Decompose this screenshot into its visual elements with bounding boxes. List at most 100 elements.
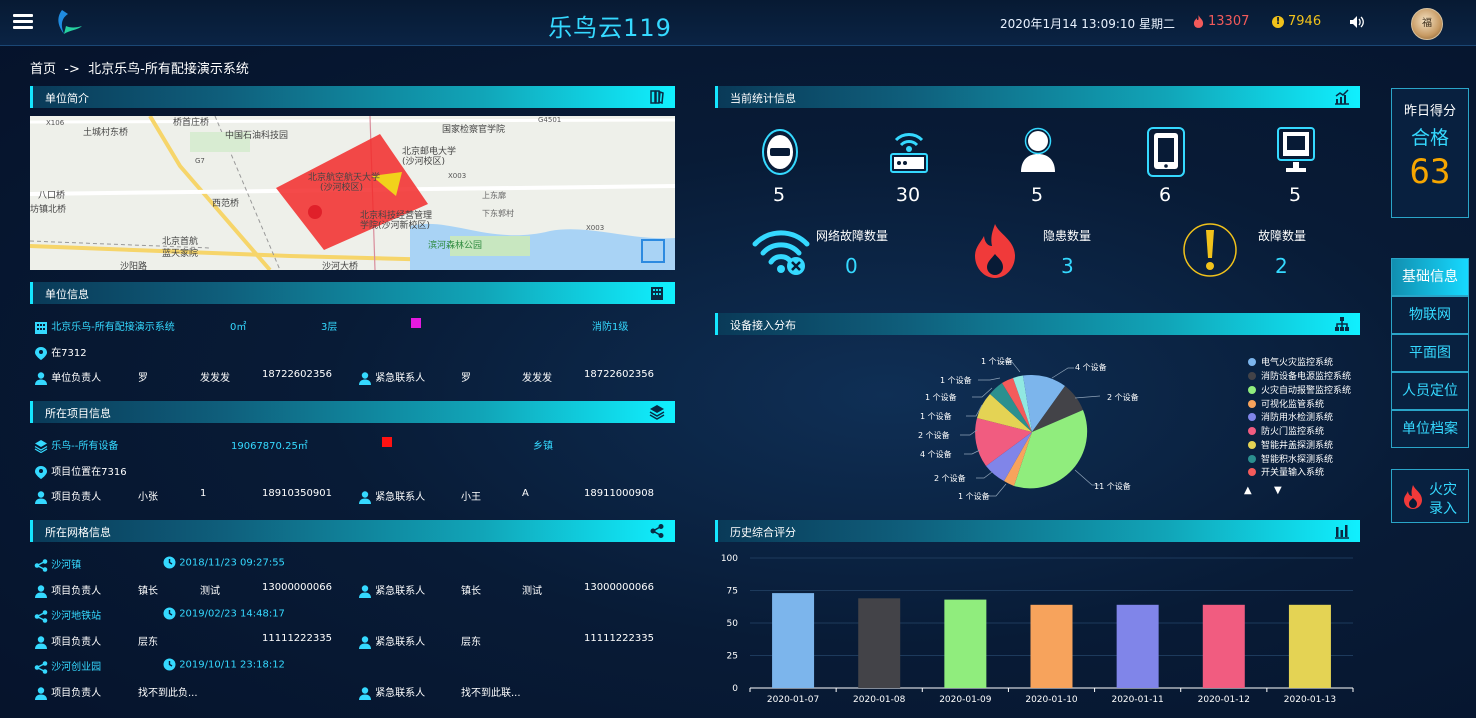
pie-slice-firedoor[interactable] (975, 418, 1032, 466)
legend-item[interactable]: 可视化监管系统 (1248, 397, 1324, 410)
pie-slice-other[interactable] (1013, 375, 1032, 433)
bar[interactable] (944, 599, 987, 688)
wifi-fault-icon[interactable] (752, 222, 810, 280)
pie-slice-visual[interactable] (1004, 432, 1032, 486)
datetime: 2020年1月14 13:09:10 星期二 (1000, 17, 1175, 31)
user-device-icon[interactable] (1018, 126, 1058, 176)
pie-label: 11 个设备 (1094, 482, 1131, 491)
project-name[interactable]: 乐鸟--所有设备 (51, 441, 119, 452)
location-map[interactable]: X106 桥首庄桥 G4501 土城村东桥 中国石油科技园 G7 国家检察官学院… (30, 116, 675, 270)
legend-next-page-icon[interactable]: ▼ (1274, 485, 1282, 496)
legend-item[interactable]: 电气火灾监控系统 (1248, 355, 1333, 368)
fullscreen-icon[interactable] (642, 240, 664, 262)
menu-icon[interactable] (13, 14, 33, 30)
pie-slice-manhole[interactable] (977, 394, 1032, 432)
side-menu-basic-info[interactable]: 基础信息 (1391, 258, 1469, 296)
legend-dot (1248, 385, 1256, 394)
grid-item-name[interactable]: 沙河创业园 (51, 662, 102, 673)
side-menu-iot[interactable]: 物联网 (1391, 296, 1469, 334)
project-address: 项目位置在7316 (51, 467, 127, 478)
legend-prev-page-icon[interactable]: ▲ (1244, 485, 1252, 496)
x-tick-label: 2020-01-09 (939, 695, 992, 705)
stats-title: 当前统计信息 (730, 92, 796, 105)
grid-item-time-row: 2018/11/23 09:27:55 (163, 556, 285, 569)
legend-item[interactable]: 智能井盖探测系统 (1248, 438, 1333, 451)
bar[interactable] (1202, 604, 1245, 688)
building-icon (35, 321, 47, 334)
legend-item[interactable]: 火灾自动报警监控系统 (1248, 383, 1351, 396)
device-pie-chart[interactable] (960, 350, 1120, 500)
project-info-header: 所在项目信息 (30, 401, 675, 423)
legend-label: 消防用水检测系统 (1261, 413, 1334, 423)
clock-icon (163, 658, 176, 671)
pie-slice-switch[interactable] (1002, 378, 1032, 432)
pie-label: 1 个设备 (920, 412, 952, 421)
grid-manager-name: 层东 (138, 637, 158, 648)
device-offline-icon[interactable] (760, 126, 800, 178)
person-icon (35, 635, 47, 649)
map-label: X003 (586, 224, 605, 232)
pie-slice-power[interactable] (1032, 386, 1083, 432)
side-menu-unit-archive[interactable]: 单位档案 (1391, 410, 1469, 448)
unit-area: 0㎡ (230, 322, 247, 333)
side-menu-floor-plan[interactable]: 平面图 (1391, 334, 1469, 372)
clock-icon (163, 607, 176, 620)
person-icon (359, 635, 371, 649)
map-label: 八口桥 (38, 191, 66, 201)
project-contact-title: A (522, 488, 529, 499)
fire-alarm-count[interactable]: 13307 (1193, 14, 1249, 29)
pie-label: 2 个设备 (918, 431, 950, 440)
pie-slice-electric[interactable] (1032, 375, 1065, 432)
unit-color-square (411, 318, 421, 328)
bar[interactable] (1116, 604, 1159, 688)
fault-label: 故障数量 (1258, 229, 1307, 243)
legend-dot (1248, 454, 1256, 463)
bar[interactable] (772, 593, 815, 688)
grid-contact-title: 测试 (522, 586, 542, 597)
volume-icon[interactable] (1349, 15, 1365, 29)
device-count-gateway: 30 (895, 184, 921, 206)
grid-item-name[interactable]: 沙河镇 (51, 560, 82, 571)
gateway-icon[interactable] (888, 126, 930, 176)
pie-slice-alarm[interactable] (1014, 410, 1088, 489)
unit-manager-label: 单位负责人 (51, 373, 102, 384)
history-score-chart[interactable]: 0 25 50 75 100 2020-01-07 2020-01-08 2020-01-09… (715, 548, 1365, 710)
pie-slice-misc[interactable] (1023, 374, 1032, 432)
pie-slice-flood[interactable] (990, 383, 1032, 432)
grid-manager-label: 项目负责人 (51, 586, 102, 597)
net-fault-value[interactable]: 0 (845, 254, 858, 278)
bar[interactable] (1030, 604, 1073, 688)
app-title: 乐鸟云119 (548, 14, 672, 42)
legend-item[interactable]: 智能积水探测系统 (1248, 452, 1333, 465)
fault-value[interactable]: 2 (1275, 254, 1288, 278)
grid-item-name-row: 沙河地铁站 (34, 607, 101, 623)
monitor-device-icon[interactable] (1276, 126, 1316, 176)
fault-warning-icon[interactable] (1182, 222, 1238, 278)
pie-label: 2 个设备 (934, 474, 966, 483)
location-pin-icon (35, 346, 47, 360)
tablet-device-icon[interactable] (1146, 126, 1186, 178)
breadcrumb-home[interactable]: 首页 (30, 62, 57, 77)
legend-item[interactable]: 消防用水检测系统 (1248, 410, 1333, 423)
grid-item-name[interactable]: 沙河地铁站 (51, 611, 102, 622)
unit-name[interactable]: 北京乐鸟-所有配接演示系统 (51, 322, 175, 333)
pie-slice-water[interactable] (986, 432, 1032, 481)
legend-item[interactable]: 防火门监控系统 (1248, 424, 1324, 437)
avatar[interactable]: 福 (1411, 8, 1443, 40)
device-count-monitor: 5 (1288, 184, 1302, 206)
side-menu-personnel-location[interactable]: 人员定位 (1391, 372, 1469, 410)
legend-item[interactable]: 开关量输入系统 (1248, 465, 1324, 478)
layers-icon (649, 405, 665, 420)
legend-label: 可视化监管系统 (1261, 400, 1325, 410)
fire-entry-button[interactable]: 火灾 录入 (1391, 469, 1469, 523)
warning-count[interactable]: ! 7946 (1272, 14, 1321, 29)
fire-hazard-icon[interactable] (966, 222, 1024, 280)
map-canvas (30, 116, 675, 270)
hazard-value[interactable]: 3 (1061, 254, 1074, 278)
grid-contact-phone: 13000000066 (584, 582, 654, 593)
bar[interactable] (858, 598, 901, 688)
project-manager-name: 小张 (138, 492, 158, 503)
share-nodes-icon (650, 524, 664, 538)
legend-item[interactable]: 消防设备电源监控系统 (1248, 369, 1351, 382)
bar[interactable] (1288, 604, 1331, 688)
